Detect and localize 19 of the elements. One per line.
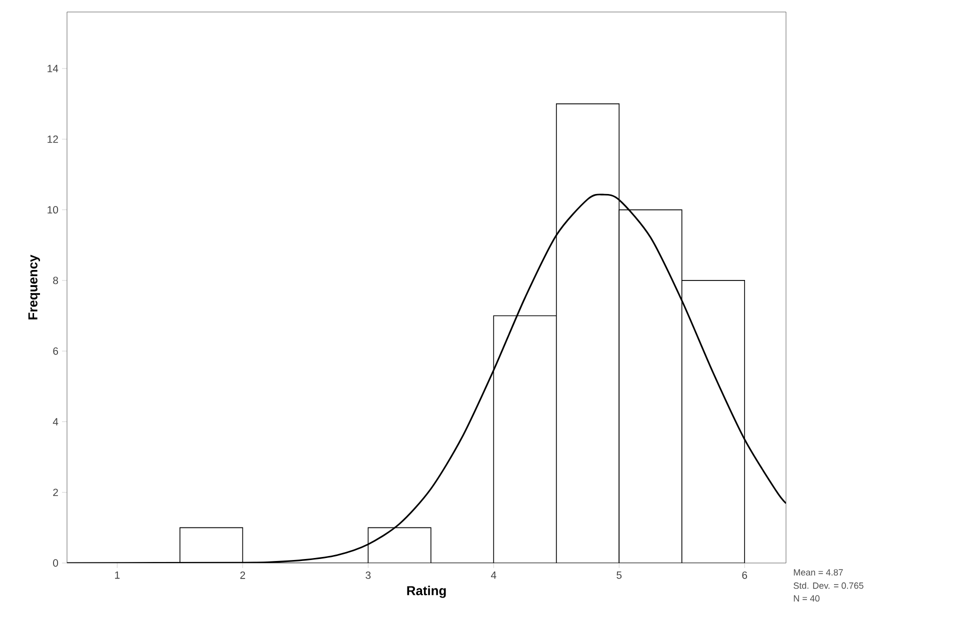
- text: Std. Dev. = 0.765: [794, 582, 864, 589]
- y-tick-label: 12: [48, 136, 58, 143]
- y-tick-label: 10: [48, 206, 58, 214]
- x-tick-label: 5: [616, 572, 622, 579]
- x-tick-label: 3: [366, 572, 371, 579]
- x-tick-label: 2: [240, 572, 246, 579]
- x-tick-label: 6: [742, 572, 748, 579]
- y-tick-label: 4: [52, 418, 58, 426]
- y-tick-label: 6: [53, 347, 58, 355]
- y-axis-title: Frequency: [28, 254, 40, 320]
- text: Mean = 4.87: [794, 569, 843, 576]
- x-tick-label: 1: [115, 572, 120, 579]
- x-tick-label: 4: [490, 572, 496, 579]
- y-tick-label: 2: [53, 488, 58, 496]
- y-tick-label: 0: [53, 559, 58, 567]
- y-tick-label: 14: [48, 64, 58, 72]
- text: N = 40: [794, 595, 820, 602]
- x-axis-title: Rating: [407, 586, 446, 598]
- y-tick-label: 8: [53, 276, 58, 284]
